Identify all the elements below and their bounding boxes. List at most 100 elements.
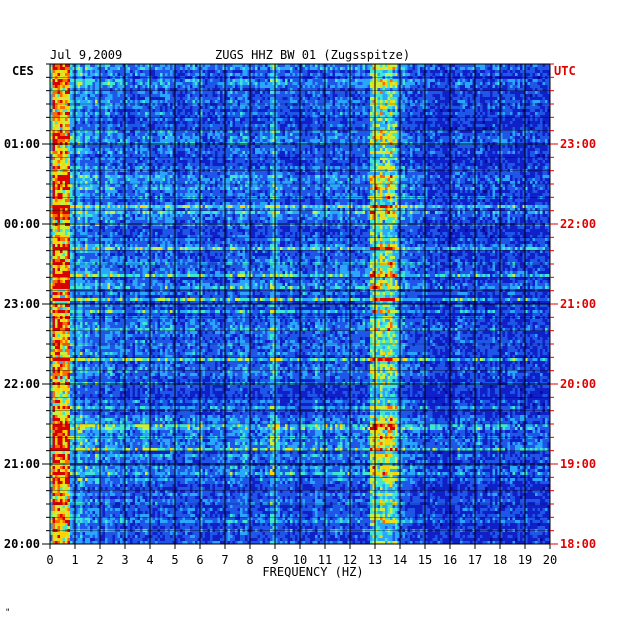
spectrogram-cell — [380, 64, 383, 68]
spectrogram-cell — [275, 163, 278, 167]
spectrogram-cell — [260, 160, 263, 164]
spectrogram-cell — [345, 94, 348, 98]
spectrogram-cell — [167, 178, 171, 182]
spectrogram-cell — [185, 181, 188, 185]
spectrogram-cell — [395, 82, 398, 86]
spectrogram-cell — [400, 79, 403, 83]
spectrogram-cell — [527, 118, 531, 122]
spectrogram-cell — [530, 139, 533, 143]
spectrogram-cell — [505, 106, 511, 110]
spectrogram-cell — [92, 91, 96, 95]
spectrogram-cell — [510, 91, 526, 95]
spectrogram-cell — [305, 67, 308, 71]
spectrogram-cell — [65, 64, 71, 68]
spectrogram-cell — [110, 82, 116, 86]
spectrogram-cell — [225, 82, 228, 86]
spectrogram-cell — [62, 172, 68, 176]
spectrogram-cell — [240, 121, 243, 125]
spectrogram-cell — [227, 172, 231, 176]
spectrogram-cell — [407, 115, 411, 119]
spectrogram-cell — [457, 118, 461, 122]
spectrogram-cell — [482, 82, 486, 86]
spectrogram-cell — [427, 175, 431, 179]
spectrogram-cell — [305, 103, 311, 107]
spectrogram-cell — [472, 82, 476, 86]
spectrogram-cell — [247, 130, 251, 134]
spectrogram-cell — [125, 181, 131, 185]
spectrogram-cell — [232, 124, 236, 128]
spectrogram-cell — [517, 157, 521, 161]
spectrogram-cell — [227, 145, 231, 149]
spectrogram-cell — [202, 94, 206, 98]
spectrogram-cell — [432, 94, 441, 98]
spectrogram-cell — [260, 79, 266, 83]
spectrogram-cell — [255, 100, 258, 104]
spectrogram-cell — [185, 166, 193, 170]
spectrogram-cell — [530, 127, 533, 131]
spectrogram-cell — [70, 91, 73, 95]
spectrogram-cell — [525, 148, 528, 152]
spectrogram-cell — [527, 121, 531, 125]
spectrogram-cell — [450, 76, 453, 80]
spectrogram-cell — [165, 91, 168, 95]
spectrogram-cell — [120, 100, 123, 104]
spectrogram-cell — [217, 103, 223, 107]
spectrogram-cell — [137, 127, 141, 131]
spectrogram-cell — [137, 151, 141, 155]
spectrogram-cell — [410, 97, 413, 101]
spectrogram-cell — [390, 154, 393, 158]
spectrogram-cell — [337, 181, 341, 185]
spectrogram-cell — [355, 76, 361, 80]
spectrogram-cell — [180, 139, 186, 143]
spectrogram-cell — [492, 118, 498, 122]
spectrogram-cell — [402, 82, 406, 86]
spectrogram-cell — [75, 115, 83, 119]
spectrogram-cell — [242, 115, 253, 119]
spectrogram-cell — [372, 100, 376, 104]
spectrogram-cell — [437, 133, 441, 137]
spectrogram-cell — [417, 85, 421, 89]
spectrogram-cell — [127, 163, 133, 167]
spectrogram-cell — [167, 175, 171, 179]
spectrogram-cell — [332, 67, 336, 71]
spectrogram-cell — [460, 79, 463, 83]
spectrogram-cell — [420, 136, 428, 140]
spectrogram-cell — [545, 163, 551, 167]
spectrogram-cell — [482, 130, 486, 134]
spectrogram-cell — [412, 70, 418, 74]
spectrogram-cell — [247, 106, 251, 110]
spectrogram-cell — [355, 88, 366, 92]
spectrogram-cell — [340, 175, 348, 179]
spectrogram-cell — [187, 181, 191, 185]
spectrogram-cell — [240, 130, 243, 134]
spectrogram-cell — [402, 88, 406, 92]
spectrogram-cell — [110, 91, 118, 95]
spectrogram-cell — [287, 124, 291, 128]
spectrogram-cell — [545, 121, 551, 125]
spectrogram-cell — [272, 64, 276, 68]
spectrogram-cell — [227, 67, 231, 71]
spectrogram-cell — [95, 130, 101, 134]
spectrogram-cell — [357, 148, 361, 152]
spectrogram-cell — [240, 115, 243, 119]
spectrogram-cell — [480, 91, 491, 95]
spectrogram-cell — [70, 94, 73, 98]
spectrogram-cell — [510, 133, 513, 137]
spectrogram-cell — [230, 181, 233, 185]
spectrogram-cell — [545, 97, 551, 101]
spectrogram-cell — [452, 103, 461, 107]
spectrogram-cell — [465, 178, 468, 182]
spectrogram-cell — [72, 145, 76, 149]
spectrogram-cell — [402, 130, 406, 134]
spectrogram-cell — [87, 88, 91, 92]
spectrogram-cell — [112, 103, 116, 107]
spectrogram-cell — [387, 178, 391, 182]
spectrogram-cell — [490, 73, 493, 77]
spectrogram-cell — [520, 148, 523, 152]
spectrogram-cell — [480, 136, 488, 140]
spectrogram-cell — [497, 97, 501, 101]
spectrogram-cell — [290, 127, 296, 131]
spectrogram-cell — [210, 88, 213, 92]
spectrogram-cell — [197, 130, 201, 134]
spectrogram-cell — [547, 73, 551, 77]
